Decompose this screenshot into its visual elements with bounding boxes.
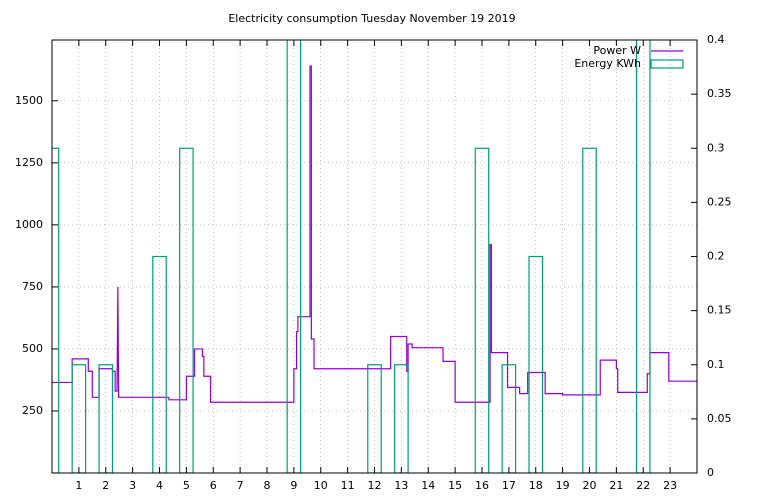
x-tick-label: 18: [529, 479, 543, 492]
y-tick-label: 1250: [15, 156, 43, 169]
energy-box: [71, 364, 87, 473]
plot-area: [52, 40, 697, 473]
energy-box: [582, 147, 597, 473]
x-tick-label: 23: [663, 479, 677, 492]
grid: [52, 40, 697, 473]
energy-box: [152, 255, 167, 473]
x-tick-label: 20: [583, 479, 597, 492]
energy-box: [394, 364, 409, 473]
x-tick-label: 12: [368, 479, 382, 492]
y2-tick-label: 0.35: [707, 87, 732, 100]
x-tick-label: 5: [183, 479, 190, 492]
y2-tick-label: 0.3: [707, 141, 725, 154]
energy-box: [52, 147, 60, 473]
x-tick-label: 6: [210, 479, 217, 492]
y2-tick-label: 0.15: [707, 304, 732, 317]
y-tick-label: 1500: [15, 94, 43, 107]
y2-tick-label: 0.1: [707, 358, 725, 371]
x-tick-label: 17: [502, 479, 516, 492]
x-tick-label: 19: [556, 479, 570, 492]
energy-box: [474, 147, 490, 473]
x-tick-label: 8: [264, 479, 271, 492]
y-tick-label: 1000: [15, 218, 43, 231]
x-tick-label: 13: [394, 479, 408, 492]
x-tick-label: 14: [421, 479, 435, 492]
y-tick-label: 250: [22, 404, 43, 417]
x-tick-label: 11: [341, 479, 355, 492]
chart-title: Electricity consumption Tuesday November…: [228, 12, 515, 25]
y2-tick-label: 0.25: [707, 195, 732, 208]
y-tick-label: 750: [22, 280, 43, 293]
x-tick-label: 22: [636, 479, 650, 492]
y2-tick-label: 0.4: [707, 33, 725, 46]
x-tick-label: 9: [290, 479, 297, 492]
x-tick-label: 7: [237, 479, 244, 492]
legend-swatch: [650, 59, 684, 69]
energy-box: [501, 364, 517, 473]
y-tick-label: 500: [22, 342, 43, 355]
x-tick-label: 2: [102, 479, 109, 492]
energy-box: [179, 147, 194, 473]
energy-box: [98, 364, 114, 473]
power-line: [52, 65, 697, 403]
x-tick-label: 15: [448, 479, 462, 492]
x-tick-label: 16: [475, 479, 489, 492]
x-tick-label: 3: [129, 479, 136, 492]
x-tick-label: 1: [75, 479, 82, 492]
axes: 1 2 3 4 5 6 7 8 9 10 11 12 13 14 15 16 17 18 19 20 21 22 23250…: [15, 33, 732, 492]
energy-box: [635, 40, 651, 473]
energy-box: [286, 40, 302, 473]
y2-tick-label: 0.05: [707, 412, 732, 425]
legend-label: Energy KWh: [574, 57, 641, 70]
legend-label: Power W: [593, 44, 641, 57]
x-tick-label: 21: [609, 479, 623, 492]
energy-box: [367, 364, 382, 473]
y2-tick-label: 0.2: [707, 250, 725, 263]
x-tick-label: 10: [314, 479, 328, 492]
y2-tick-label: 0: [707, 466, 714, 479]
x-tick-label: 4: [156, 479, 163, 492]
energy-box: [528, 255, 544, 473]
